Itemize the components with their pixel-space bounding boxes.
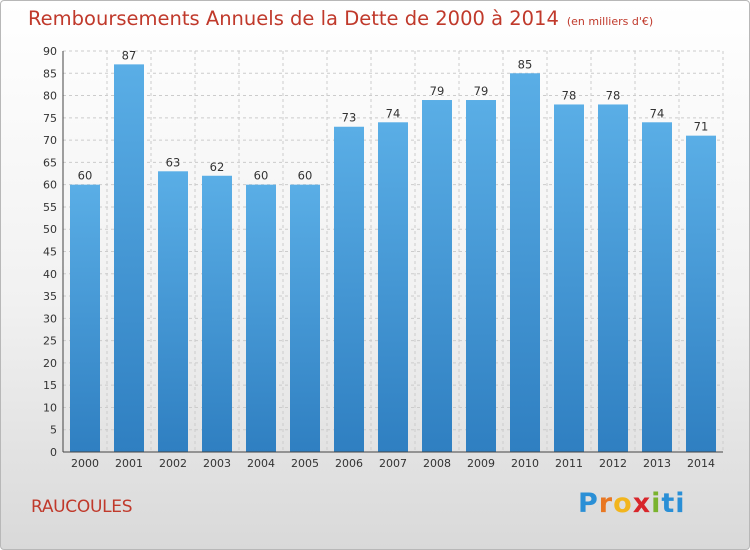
y-tick-label: 15 — [43, 379, 57, 392]
x-tick-label: 2006 — [335, 457, 363, 470]
x-tick-label: 2010 — [511, 457, 539, 470]
commune-name: RAUCOULES — [31, 497, 133, 517]
y-tick-label: 50 — [43, 223, 57, 236]
y-tick-label: 55 — [43, 201, 57, 214]
x-tick-label: 2013 — [643, 457, 671, 470]
y-tick-label: 20 — [43, 357, 57, 370]
y-tick-label: 25 — [43, 335, 57, 348]
data-label: 78 — [606, 88, 621, 102]
bar-chart: 0 5 10 15 20 25 30 35 40 45 50 55 60 65 70 75 80 85 90 2000… — [43, 45, 724, 470]
y-tick-label: 10 — [43, 401, 57, 414]
bars — [70, 64, 716, 453]
y-tick-label: 80 — [43, 90, 57, 103]
bar — [114, 64, 144, 452]
bar — [70, 184, 100, 452]
x-tick-label: 2003 — [203, 457, 231, 470]
y-tick-label: 40 — [43, 268, 57, 281]
y-tick-label: 0 — [50, 446, 57, 459]
y-tick-label: 45 — [43, 246, 57, 259]
x-tick-label: 2005 — [291, 457, 319, 470]
data-label: 73 — [342, 111, 357, 125]
x-tick-label: 2014 — [687, 457, 715, 470]
chart-subtitle: (en milliers d'€) — [566, 15, 654, 28]
x-tick-label: 2004 — [247, 457, 275, 470]
logo-letter: P — [578, 488, 599, 519]
y-tick-label: 5 — [50, 424, 57, 437]
data-label: 85 — [518, 57, 533, 71]
data-labels: 60 87 63 62 60 60 73 74 79 79 85 78 78 74 71 — [78, 48, 709, 182]
bar — [378, 122, 408, 453]
data-label: 60 — [78, 169, 93, 183]
y-tick-label: 65 — [43, 156, 57, 169]
bar — [246, 184, 276, 452]
axes: 0 5 10 15 20 25 30 35 40 45 50 55 60 65 70 75 80 85 90 2000… — [43, 45, 723, 470]
data-label: 79 — [430, 84, 445, 98]
data-label: 60 — [254, 169, 269, 183]
data-label: 78 — [562, 88, 577, 102]
y-tick-label: 75 — [43, 112, 57, 125]
data-label: 60 — [298, 169, 313, 183]
bar — [642, 122, 672, 453]
bar — [466, 100, 496, 452]
logo-letter: i — [651, 488, 662, 519]
chart-title: Remboursements Annuels de la Dette de 20… — [28, 7, 653, 30]
y-tick-label: 60 — [43, 179, 57, 192]
bar — [202, 175, 232, 452]
bar — [686, 135, 716, 452]
y-tick-label: 35 — [43, 290, 57, 303]
bar — [598, 104, 628, 452]
y-tick-label: 85 — [43, 67, 57, 80]
data-label: 62 — [210, 160, 225, 174]
bar — [422, 100, 452, 452]
x-tick-label: 2002 — [159, 457, 187, 470]
data-label: 71 — [694, 120, 709, 134]
data-label: 87 — [122, 48, 137, 62]
logo-letter: x — [632, 488, 652, 519]
x-tick-label: 2008 — [423, 457, 451, 470]
y-tick-label: 70 — [43, 134, 57, 147]
logo-letter: r — [598, 488, 614, 519]
data-label: 63 — [166, 155, 181, 169]
y-tick-label: 30 — [43, 312, 57, 325]
x-tick-label: 2012 — [599, 457, 627, 470]
logo-letter: ti — [661, 488, 686, 519]
x-tick-label: 2001 — [115, 457, 143, 470]
x-tick-label: 2011 — [555, 457, 583, 470]
logo-letter: o — [613, 488, 633, 519]
bar — [334, 126, 364, 452]
x-tick-label: 2007 — [379, 457, 407, 470]
data-label: 79 — [474, 84, 489, 98]
proxiti-logo: Proxiti — [578, 488, 686, 519]
bar — [158, 171, 188, 453]
data-label: 74 — [650, 106, 665, 120]
data-label: 74 — [386, 106, 401, 120]
chart-title-text: Remboursements Annuels de la Dette de 20… — [28, 7, 559, 30]
y-tick-label: 90 — [43, 45, 57, 58]
bar — [554, 104, 584, 452]
x-tick-label: 2009 — [467, 457, 495, 470]
bar — [290, 184, 320, 452]
bar — [510, 73, 540, 453]
x-tick-label: 2000 — [71, 457, 99, 470]
